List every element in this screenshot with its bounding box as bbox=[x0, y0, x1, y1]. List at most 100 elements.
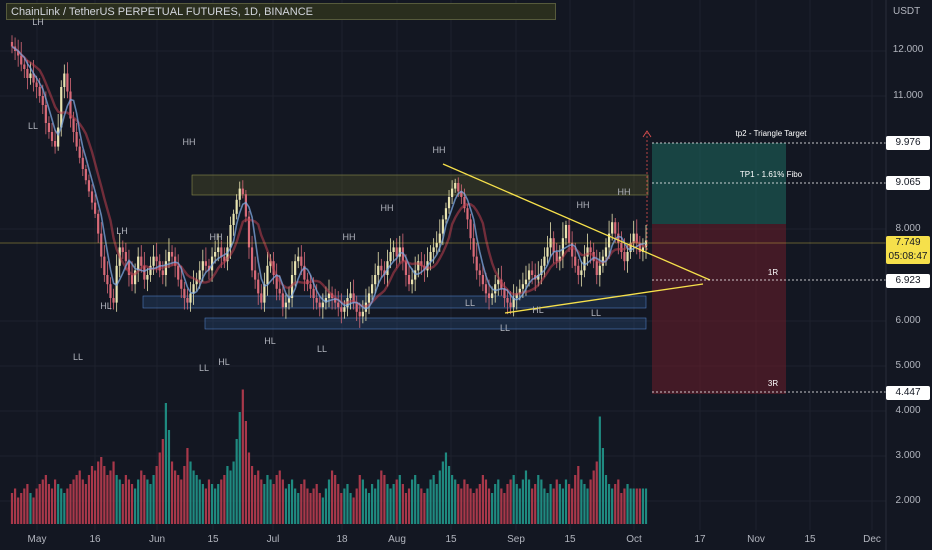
volume-bar bbox=[137, 479, 140, 524]
candle-body bbox=[546, 247, 549, 257]
candle-body bbox=[361, 311, 364, 317]
r1-label: 1R bbox=[767, 268, 779, 277]
candle-body bbox=[327, 293, 331, 298]
volume-bar bbox=[60, 488, 63, 524]
volume-bar bbox=[377, 479, 380, 524]
volume-bar bbox=[404, 493, 408, 524]
candle-body bbox=[140, 256, 143, 266]
candle-body bbox=[180, 279, 183, 289]
volume-bar bbox=[577, 466, 580, 524]
candle-body bbox=[217, 247, 220, 252]
volume-bar bbox=[374, 488, 377, 524]
price-axis-unit: USDT bbox=[893, 6, 921, 17]
volume-bar bbox=[583, 484, 586, 524]
volume-bar bbox=[260, 479, 263, 524]
candle-body bbox=[583, 256, 586, 271]
volume-bar bbox=[340, 493, 343, 524]
volume-bar bbox=[540, 479, 543, 524]
loss-zone bbox=[652, 224, 786, 394]
candle-body bbox=[294, 261, 297, 275]
volume-bar bbox=[29, 493, 32, 524]
volume-bar bbox=[401, 484, 404, 524]
volume-bar bbox=[50, 488, 54, 524]
candle-body bbox=[93, 202, 97, 214]
candle-body bbox=[257, 279, 260, 294]
candle-body bbox=[146, 275, 149, 280]
volume-bar bbox=[417, 484, 420, 524]
candle-body bbox=[543, 256, 546, 266]
volume-bar bbox=[204, 488, 207, 524]
volume-bar bbox=[44, 475, 47, 524]
date-tick: Jul bbox=[266, 534, 280, 545]
volume-bar bbox=[407, 488, 411, 524]
volume-bar bbox=[494, 484, 497, 524]
candle-body bbox=[641, 247, 645, 252]
moving-average-ribbons bbox=[11, 45, 647, 310]
volume-bar bbox=[195, 475, 198, 524]
volume-bar bbox=[130, 484, 134, 524]
candle-body bbox=[527, 270, 531, 280]
volume-bar bbox=[281, 479, 284, 524]
candle-body bbox=[407, 275, 411, 285]
volume-bar bbox=[370, 484, 374, 524]
volume-bar bbox=[106, 475, 109, 524]
volume-bar bbox=[438, 470, 441, 524]
candle-body bbox=[564, 225, 568, 239]
volume-bar bbox=[183, 466, 186, 524]
volume-bar bbox=[420, 488, 423, 524]
volume-bar bbox=[143, 475, 146, 524]
volume-bar bbox=[481, 475, 484, 524]
candle-body bbox=[50, 132, 54, 141]
candle-body bbox=[435, 242, 438, 248]
swing-label: LH bbox=[116, 226, 128, 236]
candle-body bbox=[303, 265, 306, 280]
candle-body bbox=[494, 284, 497, 294]
volume-bar bbox=[491, 493, 494, 524]
volume-bar bbox=[63, 493, 66, 524]
volume-bar bbox=[537, 475, 540, 524]
candle-body bbox=[589, 247, 592, 252]
candle-body bbox=[567, 225, 571, 243]
volume-bar bbox=[589, 479, 592, 524]
volume-bar bbox=[254, 475, 257, 524]
candle-body bbox=[503, 288, 506, 298]
candle-body bbox=[170, 252, 174, 257]
volume-bar bbox=[617, 479, 620, 524]
tp2-label: tp2 - Triangle Target bbox=[735, 129, 807, 138]
candle-body bbox=[192, 284, 195, 294]
volume-bar bbox=[177, 475, 180, 524]
candle-body bbox=[429, 252, 432, 262]
volume-bar bbox=[87, 475, 91, 524]
volume-bar bbox=[607, 484, 611, 524]
candle-body bbox=[127, 261, 131, 275]
volume-bar bbox=[611, 488, 614, 524]
volume-bar bbox=[66, 488, 69, 524]
volume-bar bbox=[167, 430, 171, 524]
volume-bar bbox=[635, 488, 638, 524]
candle-body bbox=[232, 213, 235, 225]
candle-body bbox=[106, 275, 109, 285]
volume-bar bbox=[26, 484, 29, 524]
volume-bar bbox=[337, 484, 340, 524]
volume-bar bbox=[10, 493, 14, 524]
volume-bar bbox=[180, 479, 183, 524]
candle-body bbox=[340, 307, 343, 312]
volume-bar bbox=[367, 493, 371, 524]
candle-body bbox=[484, 284, 488, 294]
volume-bar bbox=[214, 488, 217, 524]
volume-bar bbox=[109, 470, 112, 524]
date-tick: Oct bbox=[626, 534, 642, 545]
candle-body bbox=[134, 270, 137, 285]
volume-bar bbox=[257, 470, 260, 524]
volume-bar bbox=[315, 484, 318, 524]
volume-bar bbox=[543, 488, 546, 524]
volume-bar bbox=[32, 497, 35, 524]
candle-body bbox=[35, 82, 38, 87]
volume-bar bbox=[330, 470, 334, 524]
candle-body bbox=[623, 252, 626, 262]
candle-body bbox=[75, 132, 78, 147]
volume-bar bbox=[290, 479, 294, 524]
candle-body bbox=[555, 252, 558, 262]
candle-body bbox=[81, 157, 84, 169]
